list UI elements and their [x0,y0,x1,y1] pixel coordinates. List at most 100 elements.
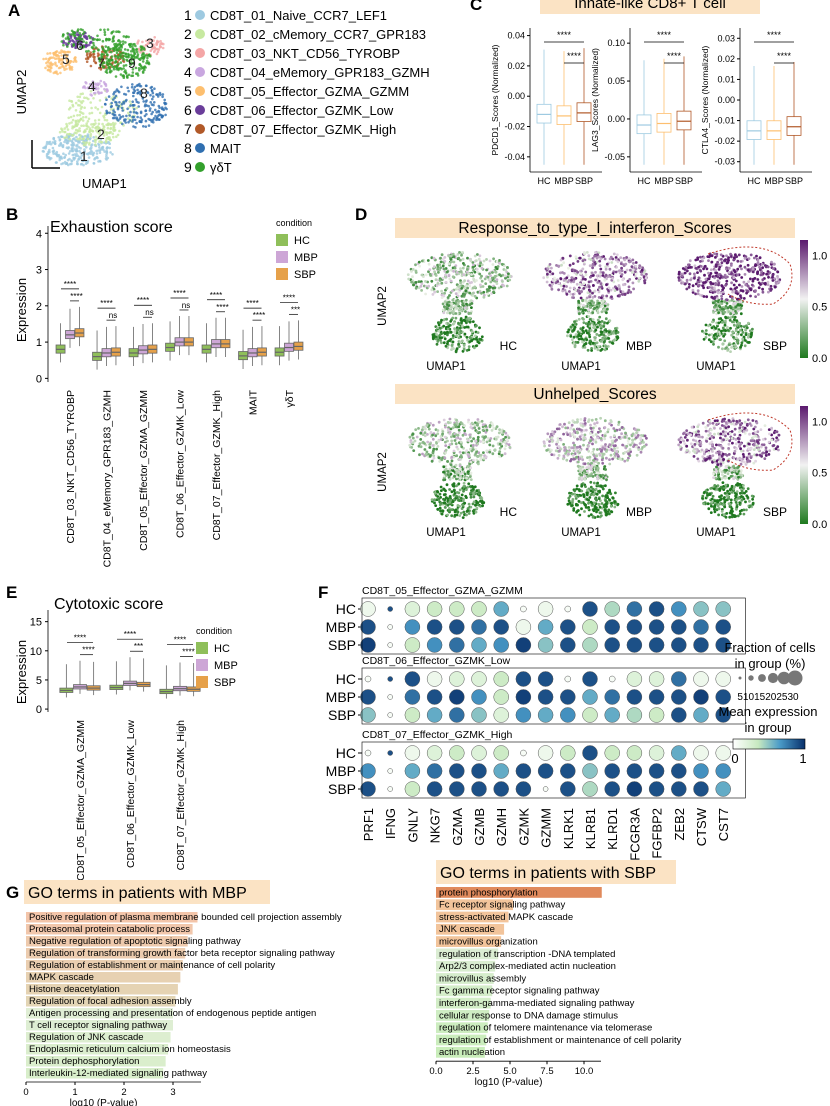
umap-a-cell [86,161,89,164]
panel-d-cell [736,267,740,271]
panel-d-cell [549,273,552,276]
panel-d-cell [637,279,641,283]
panel-d-cell [711,301,715,305]
box-body [636,114,652,135]
panel-d-cell [723,300,726,304]
panel-d-cell [631,281,635,285]
panel-d-cell [689,278,692,282]
panel-d-cell [571,293,575,296]
panel-d-cell [719,253,723,257]
panel-d-cell [581,340,584,344]
panel-d-cell [440,341,443,345]
umap-a-cell [110,104,113,108]
panel-d-cell [572,457,576,461]
panel-d-cell [449,463,453,467]
panel-d-cell [573,269,577,272]
panel-d-cell [590,321,594,325]
panel-d-cell [429,422,432,425]
panel-d-cell [461,266,465,270]
panel-d-cell [448,277,452,281]
umap-a-cell [98,131,101,134]
panel-d-cell [448,311,452,315]
panel-d-cell [465,449,469,452]
panel-d-cell [688,259,692,263]
panel-d-cell [591,262,595,266]
panel-d-cell [637,448,641,451]
panel-d-cell [458,450,462,454]
panel-d-cell [477,257,481,261]
panel-d-cell [410,446,414,449]
panel-d: D Response_to_type_I_interferon_ScoresHC… [355,205,827,539]
panel-d-cell [585,285,589,289]
panel-d-cell [717,345,720,349]
panel-d-cell [579,290,583,294]
panel-d-cell [699,269,703,273]
umap-a-cell [85,53,89,57]
panel-d-cell [603,331,606,334]
umap-a-cell [73,57,76,60]
umap-a-cell [63,130,67,134]
umap-a-cell [105,131,109,134]
panel-d-cell [476,455,480,458]
panel-d-cell [642,441,645,444]
panel-d-cell [587,506,590,509]
legend-a-number: 7 [184,121,192,137]
panel-d-cell [452,255,456,259]
umap-a-cell [156,50,160,54]
umap-a-cell [113,61,117,64]
panel-d-cell [620,269,624,273]
panel-d-cell [506,275,510,279]
panel-d-cell [585,338,589,342]
axis-tick-label: 1 [36,337,42,349]
panel-d-cell [705,267,709,271]
panel-d-cell [577,337,581,341]
panel-d-cell [456,328,460,332]
umap-a-cell [80,162,84,166]
panel-d-cell [406,273,410,276]
panel-d-cell [596,475,599,478]
umap-a-cell [70,159,73,162]
panel-d-cell [453,439,457,442]
umap-a-cell [64,153,67,157]
panel-d-cell [550,440,554,443]
umap-a-cell [84,143,87,146]
panel-d-cell [488,272,491,275]
panel-d-cell [462,510,466,514]
panel-d-cell [730,346,733,349]
umap-a-cell [65,146,69,149]
panel-c-group-label: HC [638,176,651,186]
panel-d-cell [561,271,564,274]
legend-a-swatch [195,48,205,58]
panel-d-cell [482,259,486,263]
panel-d-cell [558,449,561,453]
panel-d-cell [507,443,511,447]
panel-d-cell [418,264,421,268]
umap-a-cell [66,128,70,131]
panel-d-umaps: Response_to_type_I_interferon_ScoresHCUM… [377,218,827,539]
panel-d-cell [744,339,747,342]
panel-d-cell [605,294,609,298]
umap-a-cell [124,121,127,124]
panel-d-cell [591,296,595,299]
umap-a-cell [117,39,120,43]
panel-d-cell [411,436,415,440]
panel-d-cell [438,492,442,496]
panel-d-cell [551,272,555,276]
umap-a-cell [85,127,89,131]
umap-a-cell [109,108,113,111]
panel-d-cell [579,327,583,331]
umap-a-cell [122,51,125,55]
panel-d-cell [469,471,473,475]
category-label: CD8T_05_Effector_GZMA_GZMM [138,390,150,551]
panel-d-cell [616,260,620,264]
panel-d-cell [614,491,617,495]
panel-d-cell [579,296,583,300]
panel-d-cell [550,266,553,270]
umap-a-cell [116,43,119,47]
panel-b-label: B [6,205,18,224]
panel-d-cell [468,284,472,288]
panel-d-cell [448,339,451,342]
panel-d-cell [426,259,430,262]
panel-d-cell [458,258,462,262]
panel-d-cell [716,275,720,279]
